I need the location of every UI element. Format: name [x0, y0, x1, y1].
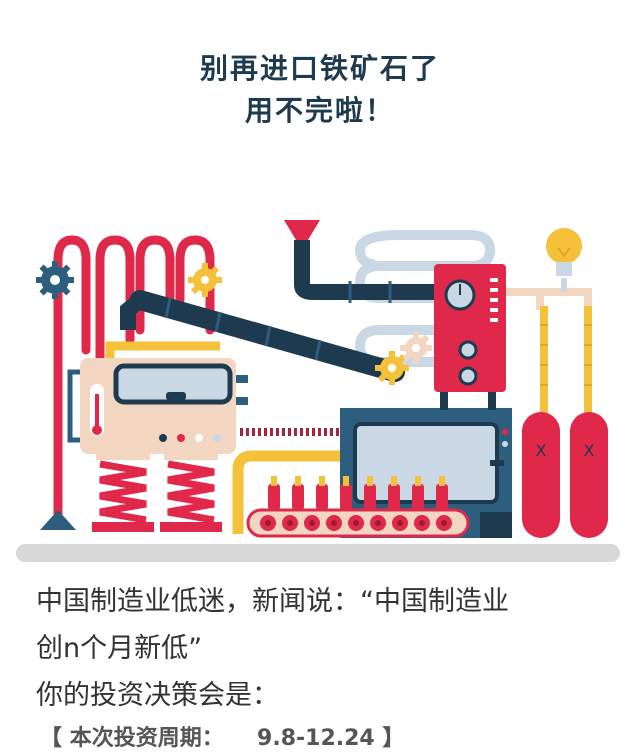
headline-line-1: 别再进口铁矿石了 [199, 52, 440, 85]
tank-right [570, 412, 608, 538]
yellow-gear-icon [188, 263, 222, 297]
lightbulb-icon [546, 228, 582, 264]
ground-bar [16, 544, 620, 562]
headline-line-2: 用不完啦！ [244, 94, 395, 127]
period-close-bracket: 】 [382, 726, 405, 751]
question-text: 中国制造业低迷，新闻说：“中国制造业 创n个月新低” 你的投资决策会是： [36, 578, 616, 719]
question-line-2: 创n个月新低” [36, 633, 203, 664]
period-label: 本次投资周期： [69, 726, 224, 751]
bottles [268, 476, 448, 510]
indicator-gray [213, 434, 221, 442]
period-value: 9.8-12.24 [257, 726, 375, 751]
heater-pipes [53, 235, 215, 525]
investment-period: 【 本次投资周期： 9.8-12.24 】 [40, 722, 600, 756]
tank-left-mark: X [536, 441, 547, 460]
factory-machine-illustration: X X [16, 220, 620, 562]
tank-left [522, 412, 560, 538]
question-line-3: 你的投资决策会是： [36, 680, 279, 711]
dark-pipe-top [294, 240, 440, 300]
indicator-red [177, 434, 185, 442]
tank-feed-pipe [506, 288, 592, 310]
navy-gear-icon [36, 261, 74, 299]
spring-right [167, 460, 215, 524]
funnel-icon [284, 220, 320, 240]
dial-bottom [458, 366, 478, 386]
headline: 别再进口铁矿石了 用不完啦！ [0, 48, 640, 132]
yellow-gear-small-icon [375, 351, 409, 385]
question-line-1: 中国制造业低迷，新闻说：“中国制造业 [36, 586, 509, 617]
spring-left [99, 460, 147, 524]
oven-window [353, 422, 499, 504]
indicator-dark [159, 434, 167, 442]
indicator-white [195, 434, 203, 442]
tank-right-mark: X [584, 441, 595, 460]
control-screen [113, 363, 233, 405]
yellow-pipe-lower [232, 450, 342, 534]
stand-pole [40, 510, 76, 530]
yellow-pipe-upper [105, 341, 220, 362]
period-open-bracket: 【 [40, 726, 63, 751]
dial-top [458, 340, 478, 360]
